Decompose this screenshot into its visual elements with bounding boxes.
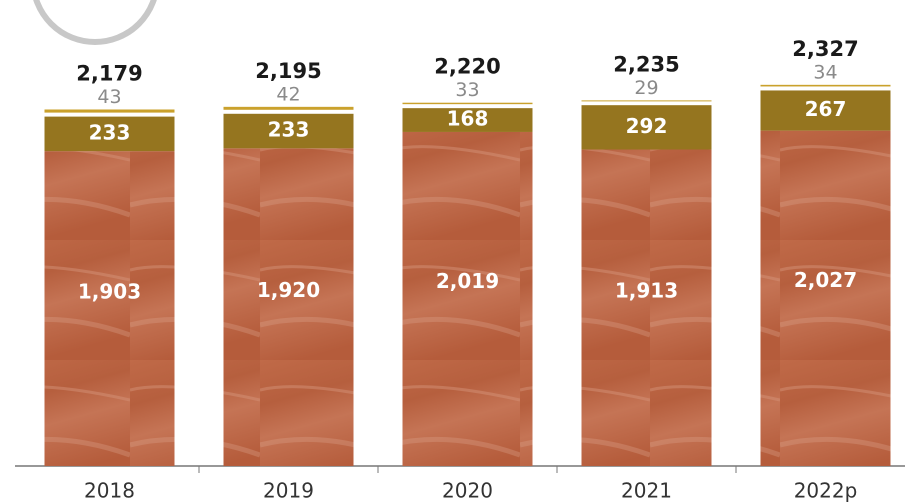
- bar-segment: [760, 90, 891, 131]
- segment-label: 267: [805, 97, 847, 121]
- x-tick-label: 2022p: [794, 479, 858, 502]
- segment-label: 168: [447, 107, 489, 131]
- bar-segment: [44, 151, 175, 467]
- segment-label: 33: [455, 79, 479, 101]
- x-tick-label: 2021: [621, 479, 672, 502]
- segment-label: 43: [97, 86, 121, 108]
- segment-label: 2,027: [794, 268, 857, 292]
- bar-segment: [44, 116, 175, 152]
- segment-label: 1,903: [78, 279, 141, 303]
- bar-segment: [402, 131, 533, 466]
- segment-label: 233: [89, 120, 131, 144]
- bar-segment: [44, 109, 175, 113]
- x-tick-label: 2019: [263, 479, 314, 502]
- segment-label: 233: [268, 118, 310, 142]
- segment-label: 1,913: [615, 278, 678, 302]
- segment-label: 1,920: [257, 278, 320, 302]
- total-label: 2,179: [76, 61, 142, 85]
- bar-segment: [402, 108, 533, 132]
- bar-segment: [581, 149, 712, 466]
- total-label: 2,327: [792, 37, 858, 61]
- segment-label: 34: [813, 61, 837, 83]
- segment-label: 42: [276, 83, 300, 105]
- x-tick-label: 2018: [84, 479, 135, 502]
- bar-segment: [581, 100, 712, 102]
- segment-label: 292: [626, 114, 668, 138]
- total-label: 2,195: [255, 59, 321, 83]
- total-label: 2,220: [434, 55, 500, 79]
- x-tick-label: 2020: [442, 479, 493, 502]
- bar-segment: [223, 106, 354, 110]
- bar-segment: [760, 84, 891, 87]
- segment-label: 2,019: [436, 269, 499, 293]
- bar-segment: [581, 105, 712, 150]
- segment-label: 29: [634, 77, 658, 99]
- bar-segment: [760, 130, 891, 467]
- bar-segment: [223, 148, 354, 466]
- decor-circle: [33, 0, 157, 45]
- bar-segment: [223, 113, 354, 149]
- total-label: 2,235: [613, 52, 679, 76]
- bar-segment: [402, 102, 533, 105]
